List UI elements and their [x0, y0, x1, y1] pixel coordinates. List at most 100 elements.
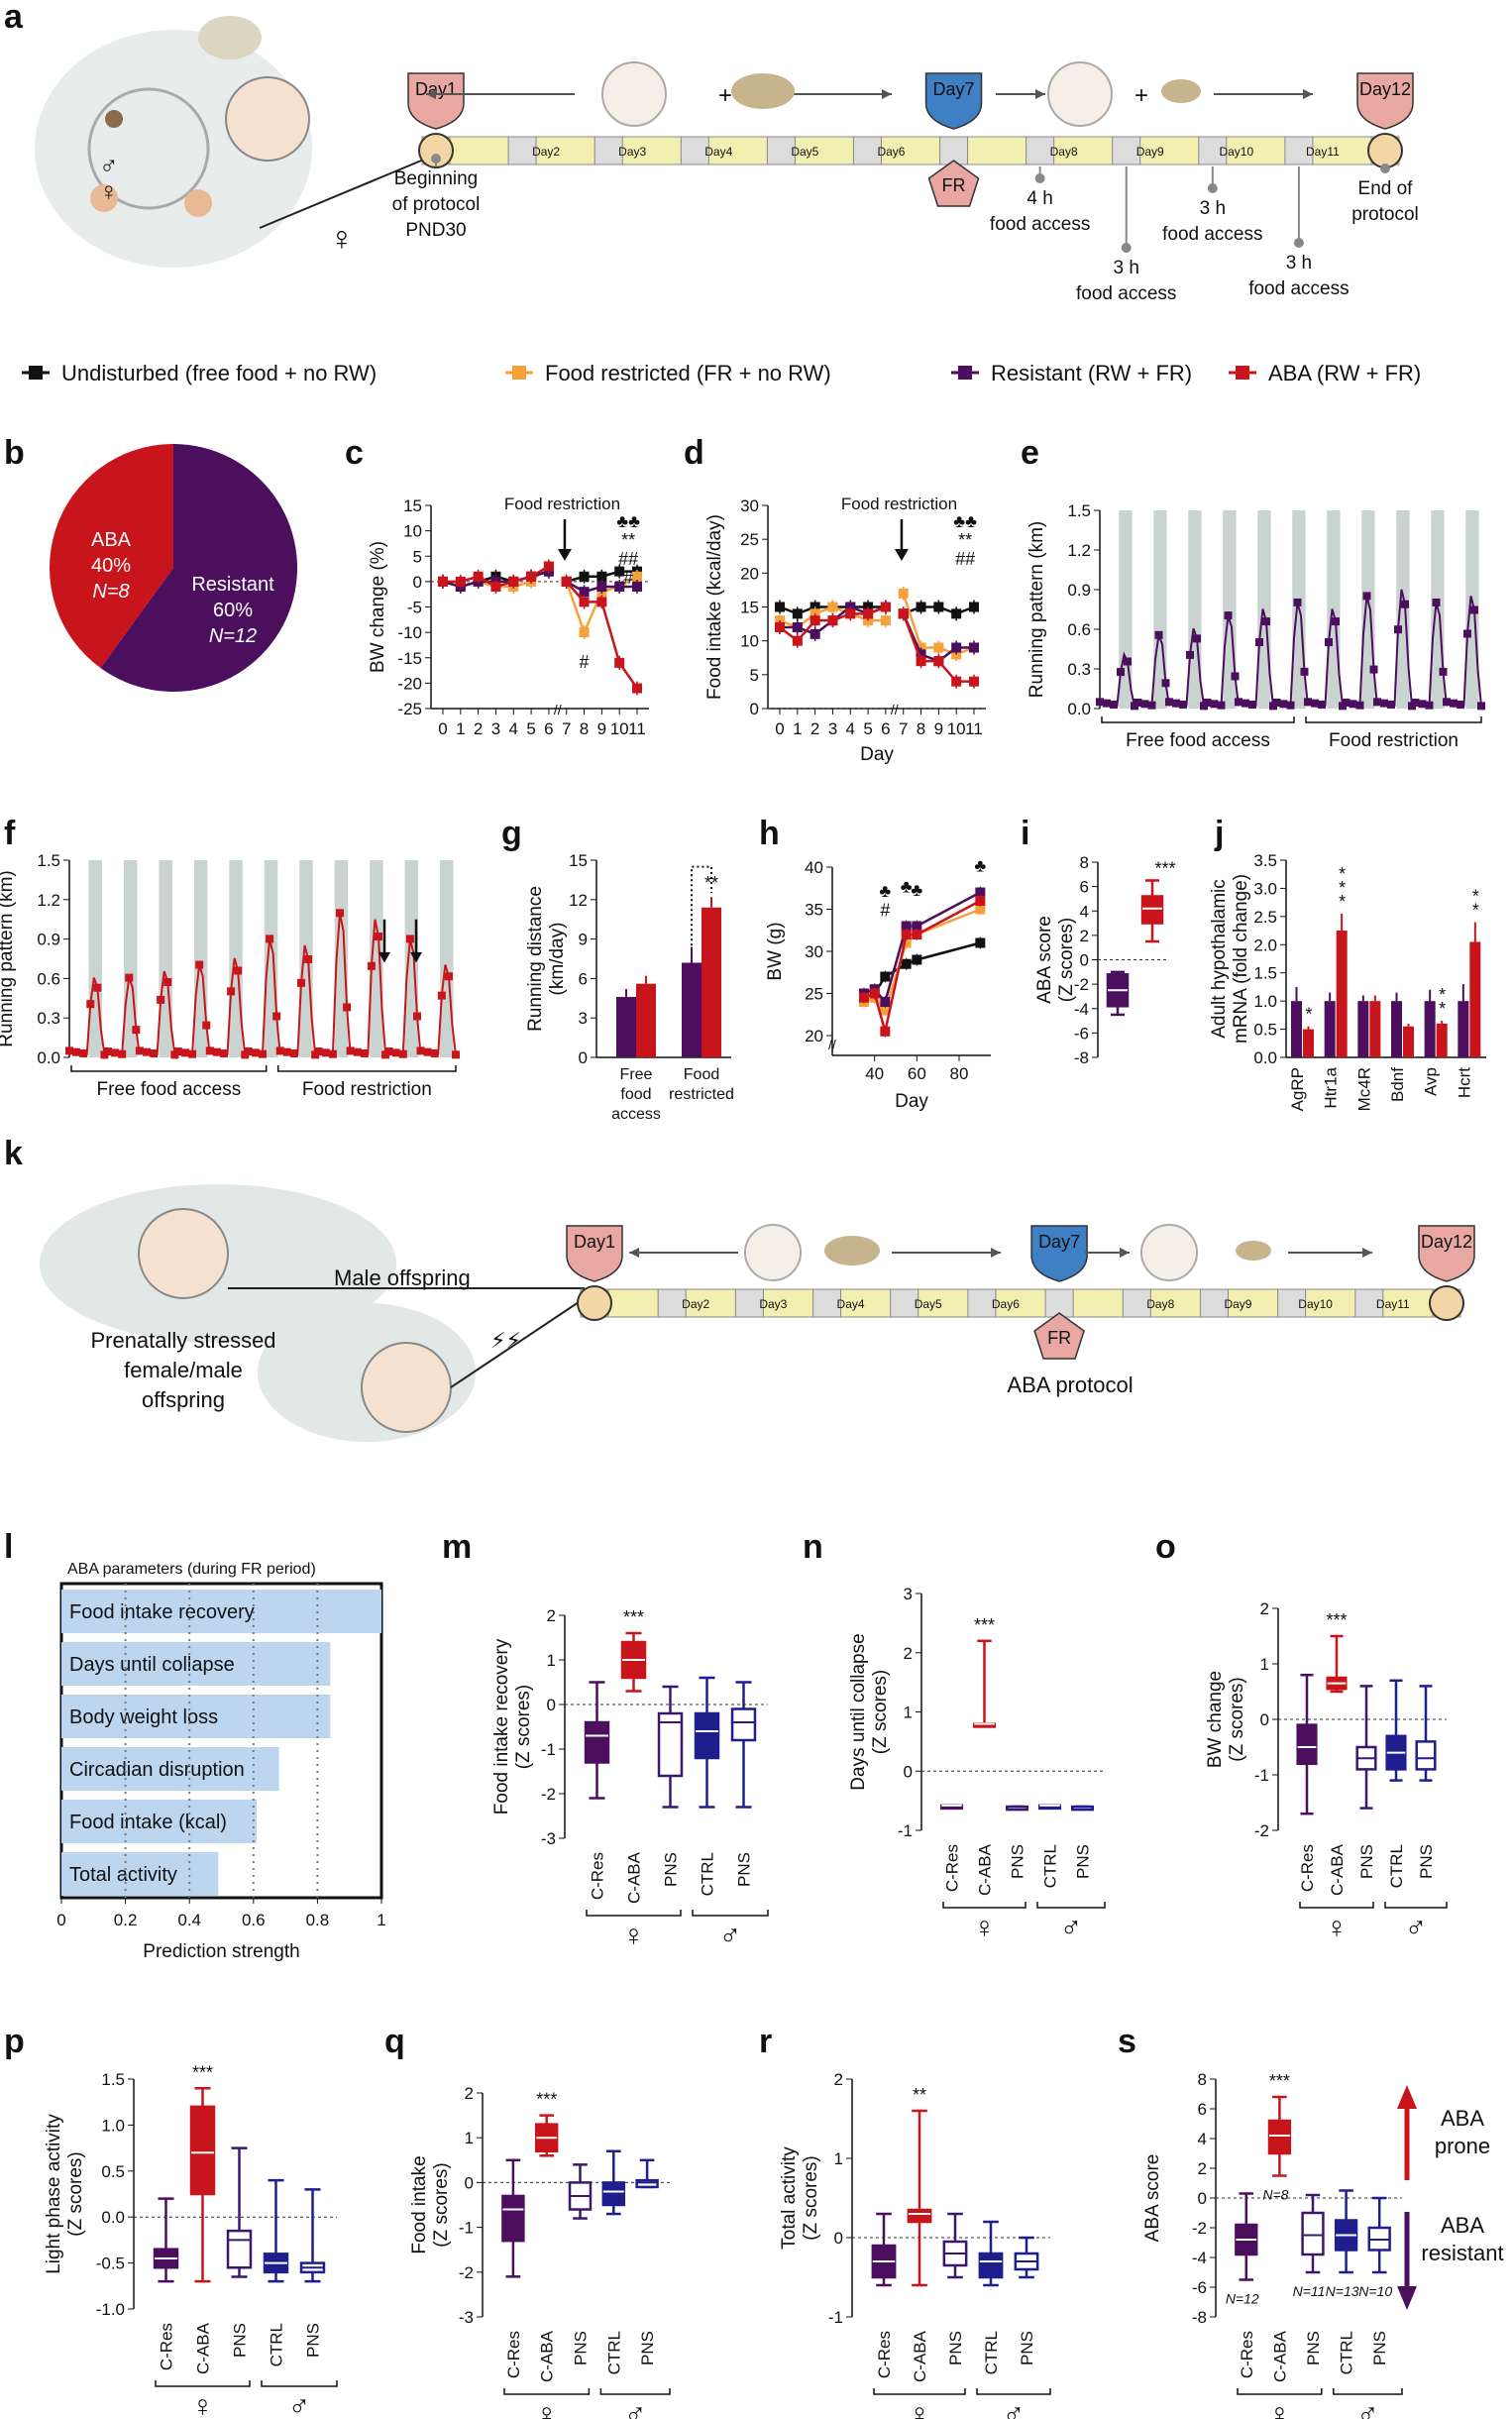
y-tick-label: -2	[1254, 1821, 1269, 1840]
box-iqr	[226, 2229, 253, 2269]
y-tick-label: 3.0	[1253, 879, 1277, 898]
x-category-label: C-ABA	[1328, 1843, 1347, 1896]
fr-label: FR	[942, 175, 966, 195]
running-wheel-icon-k	[744, 1224, 802, 1281]
timeline-day-label: Day8	[1146, 1297, 1174, 1311]
data-point-Food restricted	[579, 627, 590, 638]
y-tick-label: -2	[1074, 975, 1089, 994]
legend-marker-undisturbed	[29, 366, 43, 380]
y-axis-label-line: Food intake (kcal/day)	[704, 514, 725, 700]
running-point	[1203, 699, 1212, 707]
side-label-prone-1: ABA	[1441, 2106, 1484, 2131]
y-tick-label: 0	[579, 1048, 588, 1067]
running-point	[1134, 699, 1142, 707]
timeline-joint	[1112, 136, 1141, 165]
timeline-day-label: Day10	[1298, 1297, 1333, 1311]
chart-o: -2 -1 0 1 2 BW change(Z scores) C-Res C-ABA PNS C…	[1205, 1599, 1448, 1944]
segment-label: Free food access	[1126, 730, 1270, 751]
running-point	[1380, 699, 1388, 708]
running-point	[132, 1026, 141, 1035]
y-axis-label-line: (Z scores)	[1056, 918, 1077, 1003]
data-point-Resistant	[951, 642, 962, 653]
data-point-ABA	[810, 615, 820, 626]
running-point	[1154, 630, 1163, 639]
x-tick-label: 2	[810, 719, 819, 738]
day7-badge-label: Day7	[933, 79, 975, 99]
data-point-ABA	[916, 656, 926, 667]
data-point-ABA	[775, 622, 785, 632]
dark-phase-band	[229, 860, 243, 1057]
segment-label: Free food access	[96, 1079, 241, 1100]
running-point	[202, 1021, 211, 1030]
chart-p: -1.0 -0.5 0.0 0.5 1.0 1.5 Light phase activity…	[44, 2062, 338, 2419]
box-iqr	[1140, 895, 1164, 925]
significance-mark: *	[1339, 878, 1346, 898]
x-tick-label: 2	[474, 719, 483, 738]
y-tick-label: 0	[547, 1696, 556, 1714]
significance-mark: **	[958, 530, 972, 550]
day1-badge-label: Day1	[574, 1232, 615, 1252]
fr-pentagon	[1033, 1312, 1085, 1360]
x-category-label: PNS	[638, 2331, 657, 2365]
y-tick-label: 0	[413, 573, 422, 592]
panel-letter-q: q	[384, 2023, 405, 2060]
box-iqr	[730, 1707, 757, 1742]
significance-mark: *	[1339, 864, 1346, 884]
x-tick-label: 0.8	[306, 1911, 330, 1929]
hbar-label: Circadian disruption	[69, 1759, 245, 1781]
bar-ABA	[702, 907, 721, 1057]
x-category-label: C-Res	[943, 1844, 962, 1892]
panel-letter-i: i	[1021, 815, 1029, 852]
group-bracket-female	[942, 1902, 1026, 1909]
timeline-day-label: Day11	[1376, 1297, 1410, 1311]
y-tick-label: 8	[1198, 2070, 1207, 2089]
chart-title: ABA parameters (during FR period)	[67, 1561, 316, 1578]
data-point-Resistant	[880, 997, 891, 1007]
running-point	[353, 1047, 362, 1056]
timeline-day-label: Day9	[1224, 1297, 1251, 1311]
x-category-label: CTRL	[699, 1852, 717, 1896]
dark-phase-band	[1257, 510, 1271, 709]
significance-mark: ***	[974, 1615, 995, 1635]
y-axis-label: Food intake(Z scores)	[409, 2155, 452, 2254]
y-tick-label: 15	[569, 851, 588, 870]
y-axis-label: BW change(Z scores)	[1205, 1671, 1247, 1768]
running-point	[1161, 679, 1170, 688]
y-tick-label: 5	[750, 666, 759, 685]
y-tick-label: 2	[1260, 1599, 1269, 1618]
x-tick-label: 8	[580, 719, 589, 738]
timeline-joint	[1284, 136, 1314, 165]
plus-sign-2: +	[1134, 82, 1148, 109]
note-day8-line: food access	[990, 214, 1090, 235]
x-category-label: C-ABA	[625, 1851, 644, 1904]
running-point	[321, 1048, 330, 1057]
running-point	[86, 1000, 95, 1009]
running-point	[1110, 701, 1118, 709]
running-point	[188, 1049, 197, 1058]
y-tick-label: -2	[459, 2263, 474, 2282]
x-category-label: C-Res	[1238, 2331, 1256, 2378]
x-axis-label: Day	[860, 744, 894, 765]
timeline-k-arrows	[629, 1224, 1372, 1281]
y-axis-label-line: Food intake	[409, 2155, 430, 2254]
data-point-ABA	[827, 615, 838, 626]
chart-e: 0.0 0.3 0.6 0.9 1.2 1.5 Running pattern (km) Fr…	[1026, 501, 1485, 751]
y-tick-label: -4	[1192, 2249, 1207, 2267]
y-tick-label: 1	[1260, 1655, 1269, 1674]
panel-letter-g: g	[501, 815, 522, 852]
y-tick-label: 1.0	[101, 2116, 125, 2135]
y-tick-label: -20	[397, 674, 422, 693]
running-point	[1477, 702, 1485, 711]
x-axis-label: Day	[895, 1091, 928, 1112]
data-point-Undisturbed	[912, 954, 922, 965]
x-category-label: PNS	[1417, 1844, 1436, 1879]
bar-ABA	[1303, 1029, 1314, 1057]
dark-phase-band	[1327, 510, 1341, 709]
x-tick-label: 0	[56, 1911, 65, 1929]
running-point	[416, 1046, 425, 1055]
legend-label-resistant: Resistant (RW + FR)	[991, 361, 1192, 385]
y-tick-label: 0	[1080, 951, 1089, 970]
running-point	[195, 960, 204, 969]
